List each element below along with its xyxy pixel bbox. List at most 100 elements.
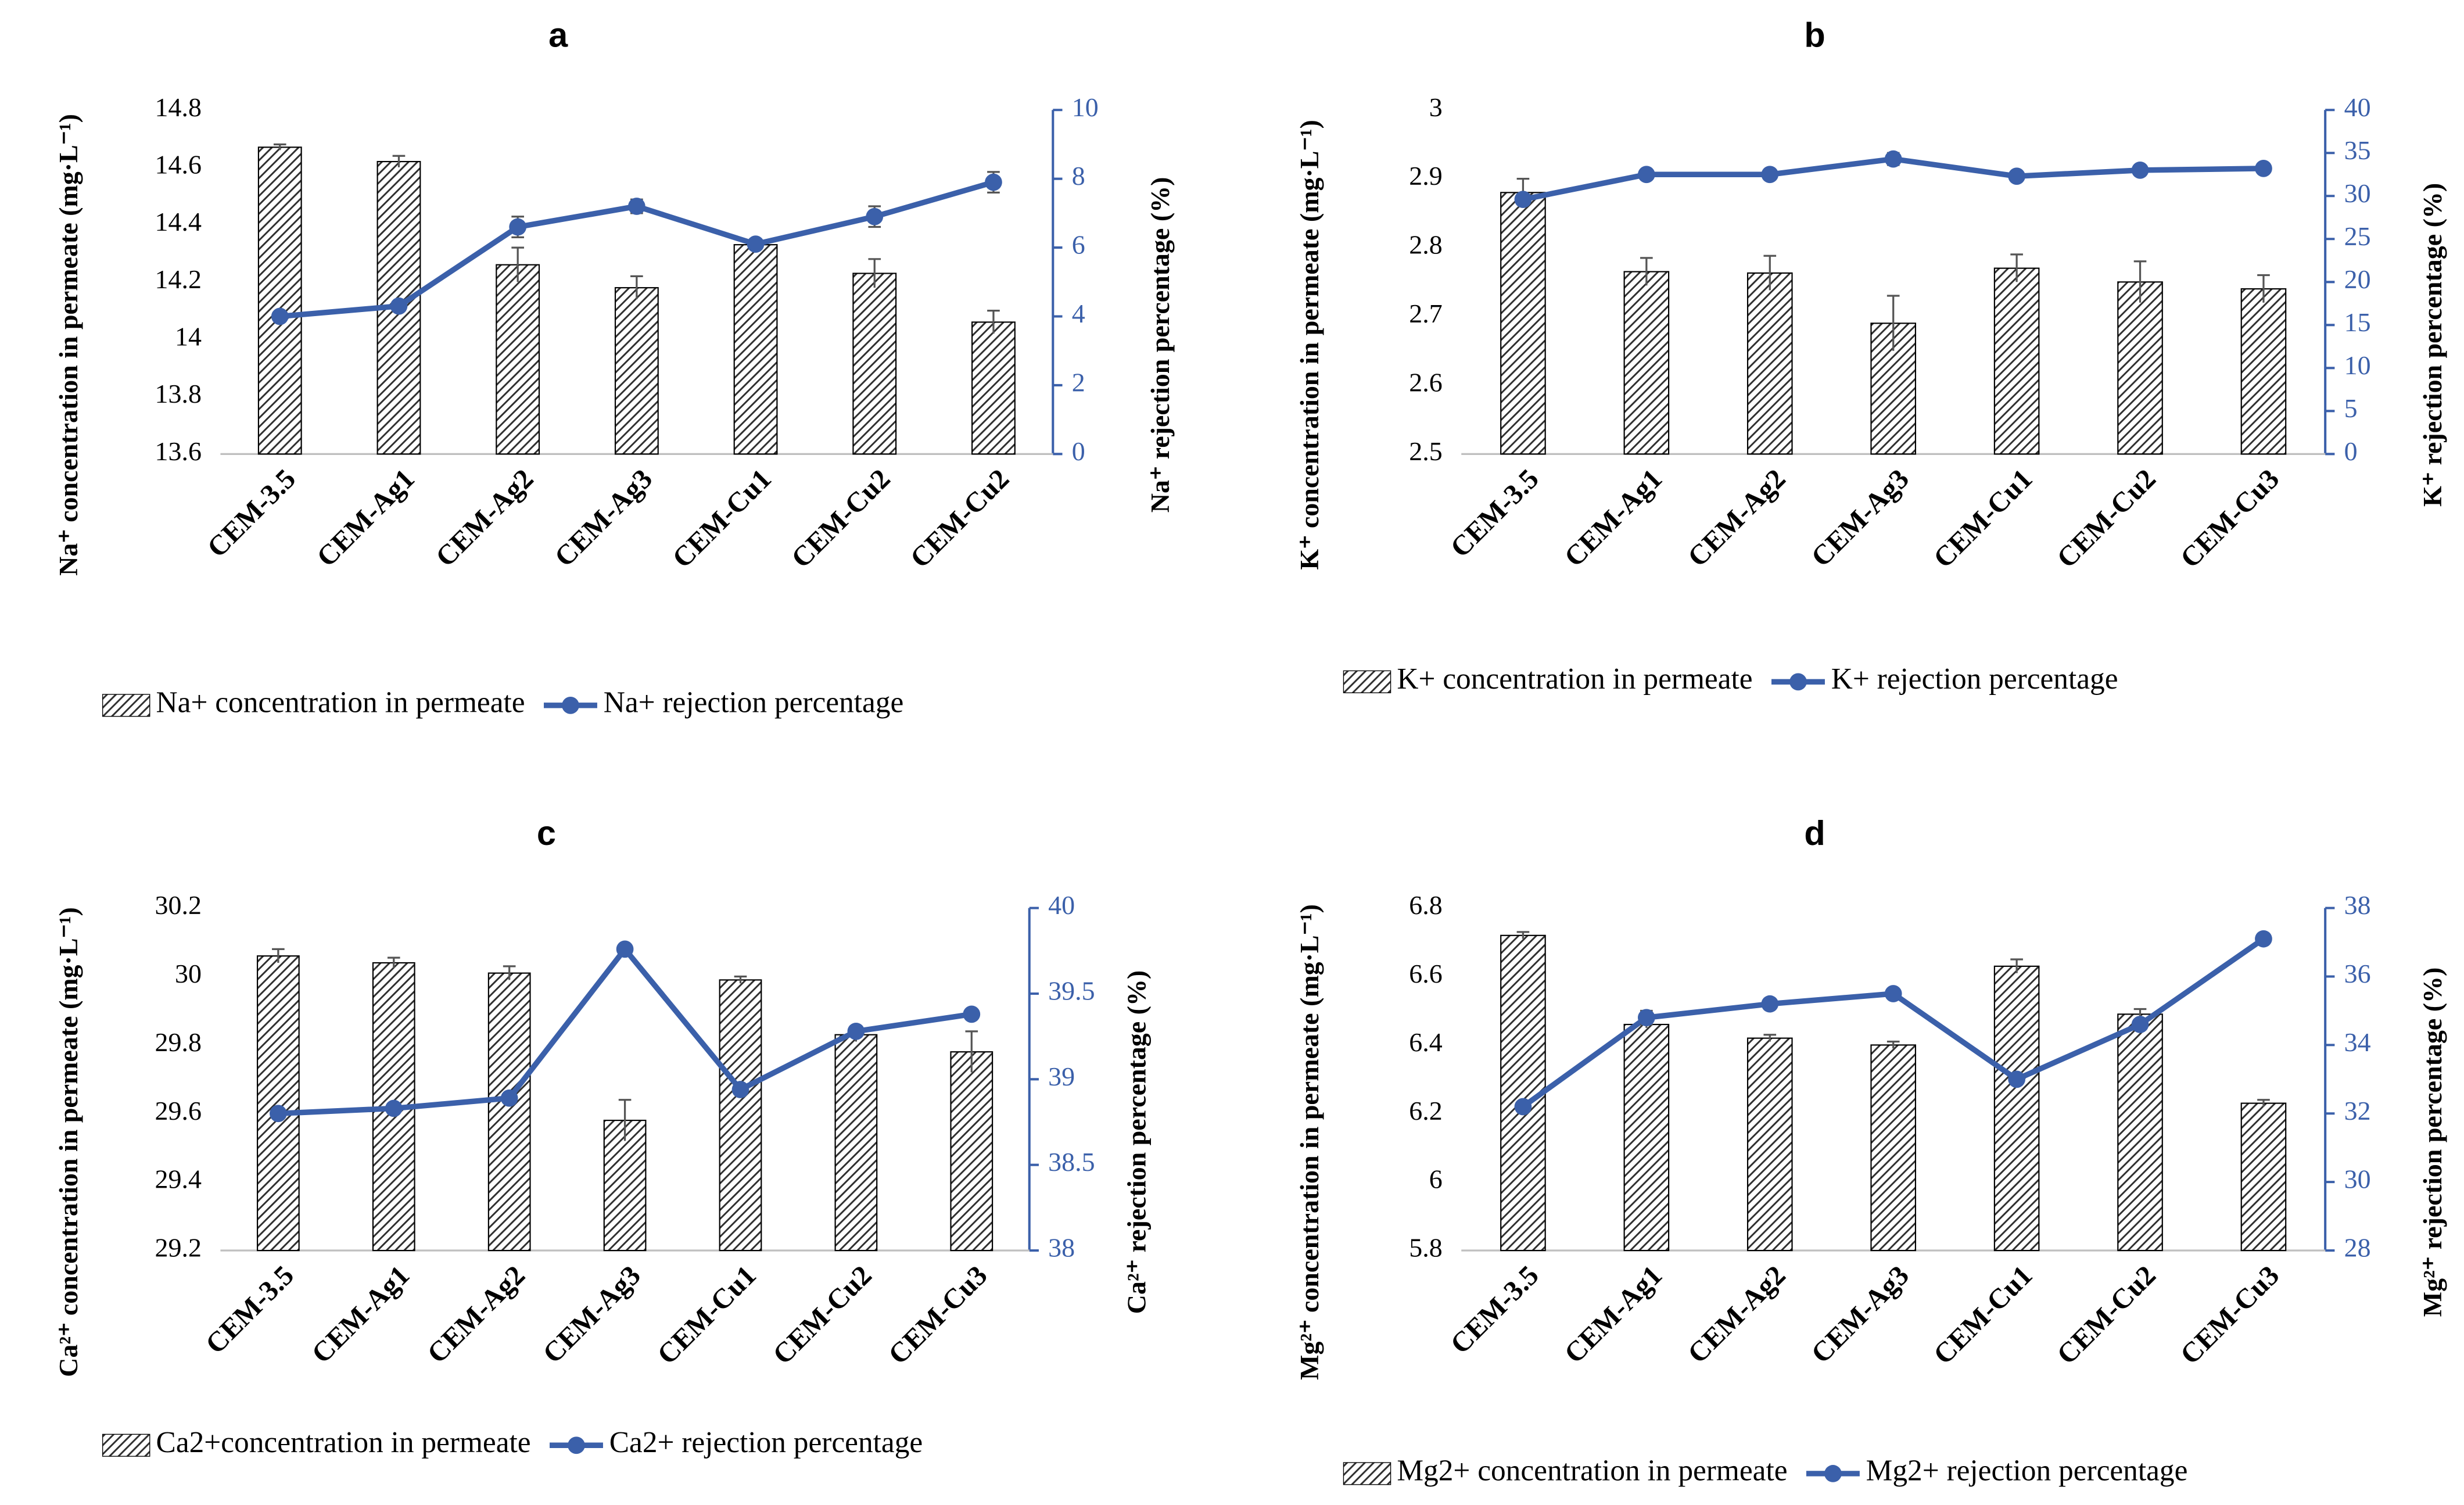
point (866, 207, 884, 225)
y2-tick-label: 5 (2344, 393, 2358, 423)
legend-item: K+ rejection percentage (1771, 662, 2118, 696)
y2-tick-label: 36 (2344, 959, 2371, 988)
error-bar (1886, 1040, 1900, 1049)
point (1637, 1009, 1655, 1027)
panel-title: d (1804, 814, 1825, 852)
y-tick-label: 6.4 (1409, 1027, 1442, 1057)
x-tick-label: CEM-Ag2 (429, 463, 539, 573)
y-tick-label: 2.5 (1409, 436, 1442, 466)
x-tick-label: CEM-3.5 (201, 463, 302, 564)
point (627, 198, 645, 215)
error-bar (387, 956, 400, 968)
legend-label: Mg2+ rejection percentage (1866, 1454, 2188, 1488)
x-tick-label: CEM-Ag2 (1681, 463, 1791, 573)
bar (2240, 1102, 2287, 1252)
x-tick-label: CEM-Ag1 (311, 463, 421, 573)
point (2131, 1016, 2149, 1033)
y-tick-label: 29.4 (155, 1164, 202, 1194)
y2-tick-label: 40 (2344, 92, 2371, 122)
panel-title: a (548, 16, 568, 55)
legend-swatch (102, 1434, 150, 1457)
y2-tick-label: 6 (1072, 230, 1085, 260)
error-bar (987, 310, 1000, 334)
y2-tick-label: 32 (2344, 1096, 2371, 1126)
bar (2117, 281, 2163, 455)
y-tick-label: 6 (1429, 1164, 1443, 1194)
y-tick-label: 14 (175, 322, 202, 352)
y2-tick-label: 30 (2344, 178, 2371, 208)
bar (2240, 288, 2287, 455)
point (271, 307, 289, 325)
bar (257, 146, 302, 455)
x-tick-label: CEM-Cu1 (1927, 1259, 2038, 1370)
y2-tick-label: 38 (2344, 890, 2371, 920)
error-bar (1516, 931, 1530, 939)
x-tick-label: CEM-Ag2 (421, 1259, 531, 1369)
y-tick-label: 13.8 (155, 379, 202, 408)
legend-marker (1789, 673, 1807, 691)
panel: c 29.2 29.4 29.6 29.8 30 30.2 38 38.5 39 39.5 40 Ca²… (53, 814, 1151, 1459)
bar (614, 287, 659, 455)
error-bar (734, 975, 747, 984)
point (2008, 1070, 2025, 1088)
point (390, 297, 408, 315)
panel-title: c (537, 814, 556, 852)
legend-label: Na+ rejection percentage (604, 686, 904, 719)
error-bar (2257, 1099, 2270, 1107)
x-tick-label: CEM-Ag3 (1805, 1259, 1915, 1369)
legend-item: Ca2+concentration in permeate (102, 1426, 531, 1459)
x-tick-label: CEM-Cu3 (2174, 1259, 2285, 1370)
y-tick-label: 5.8 (1409, 1233, 1442, 1263)
y2-tick-label: 35 (2344, 135, 2371, 165)
y-tick-label: 30.2 (155, 890, 202, 920)
legend-label: Ca2+ rejection percentage (609, 1426, 923, 1459)
x-tick-label: CEM-Cu1 (1927, 463, 2038, 574)
error-bar (273, 143, 286, 150)
legend-marker (568, 1436, 585, 1454)
y-axis-title: Ca²⁺ concentration in permeate (mg·L⁻¹) (53, 907, 83, 1377)
x-tick-label: CEM-Cu2 (2051, 1259, 2162, 1370)
bar (1500, 192, 1546, 455)
y2-tick-label: 8 (1072, 161, 1085, 191)
y-tick-label: 29.6 (155, 1096, 202, 1126)
y-tick-label: 2.6 (1409, 367, 1442, 397)
x-tick-label: CEM-Ag3 (548, 463, 658, 573)
y-tick-label: 14.6 (155, 149, 202, 179)
error-bar (1886, 295, 1900, 351)
legend-item: Ca2+ rejection percentage (550, 1426, 923, 1459)
legend-swatch (1343, 1462, 1391, 1485)
point (985, 173, 1002, 191)
bar (1623, 271, 1670, 455)
bar (1746, 272, 1793, 455)
point (1514, 1098, 1532, 1116)
y2-tick-label: 20 (2344, 264, 2371, 294)
y2-tick-label: 38 (1048, 1233, 1075, 1263)
y-tick-label: 14.8 (155, 92, 202, 122)
point (385, 1099, 403, 1117)
y-tick-label: 6.8 (1409, 890, 1442, 920)
y-axis-title: Mg²⁺ concentration in permeate (mg·L⁻¹) (1294, 904, 1324, 1380)
point (847, 1022, 865, 1040)
point (2008, 167, 2025, 185)
x-tick-label: CEM-Ag1 (1558, 1259, 1668, 1369)
y2-tick-label: 4 (1072, 299, 1085, 328)
y2-tick-label: 10 (1072, 92, 1099, 122)
bar (719, 979, 762, 1252)
y2-tick-label: 25 (2344, 221, 2371, 251)
x-tick-label: CEM-3.5 (1444, 1259, 1545, 1360)
error-bar (511, 246, 524, 282)
bar (834, 1034, 878, 1252)
panel: d 5.8 6 6.2 6.4 6.6 6.8 28 30 32 34 36 38 Mg²⁺ concen… (1294, 814, 2447, 1488)
y-tick-label: 6.2 (1409, 1096, 1442, 1126)
y-tick-label: 2.7 (1409, 299, 1442, 328)
y2-tick-label: 39.5 (1048, 976, 1095, 1006)
y-tick-label: 13.6 (155, 436, 202, 466)
y2-tick-label: 39 (1048, 1062, 1075, 1091)
y-tick-label: 14.2 (155, 264, 202, 294)
point (1514, 191, 1532, 209)
point (269, 1105, 287, 1123)
bar (1870, 1044, 1917, 1252)
x-tick-label: CEM-Ag1 (306, 1259, 415, 1369)
